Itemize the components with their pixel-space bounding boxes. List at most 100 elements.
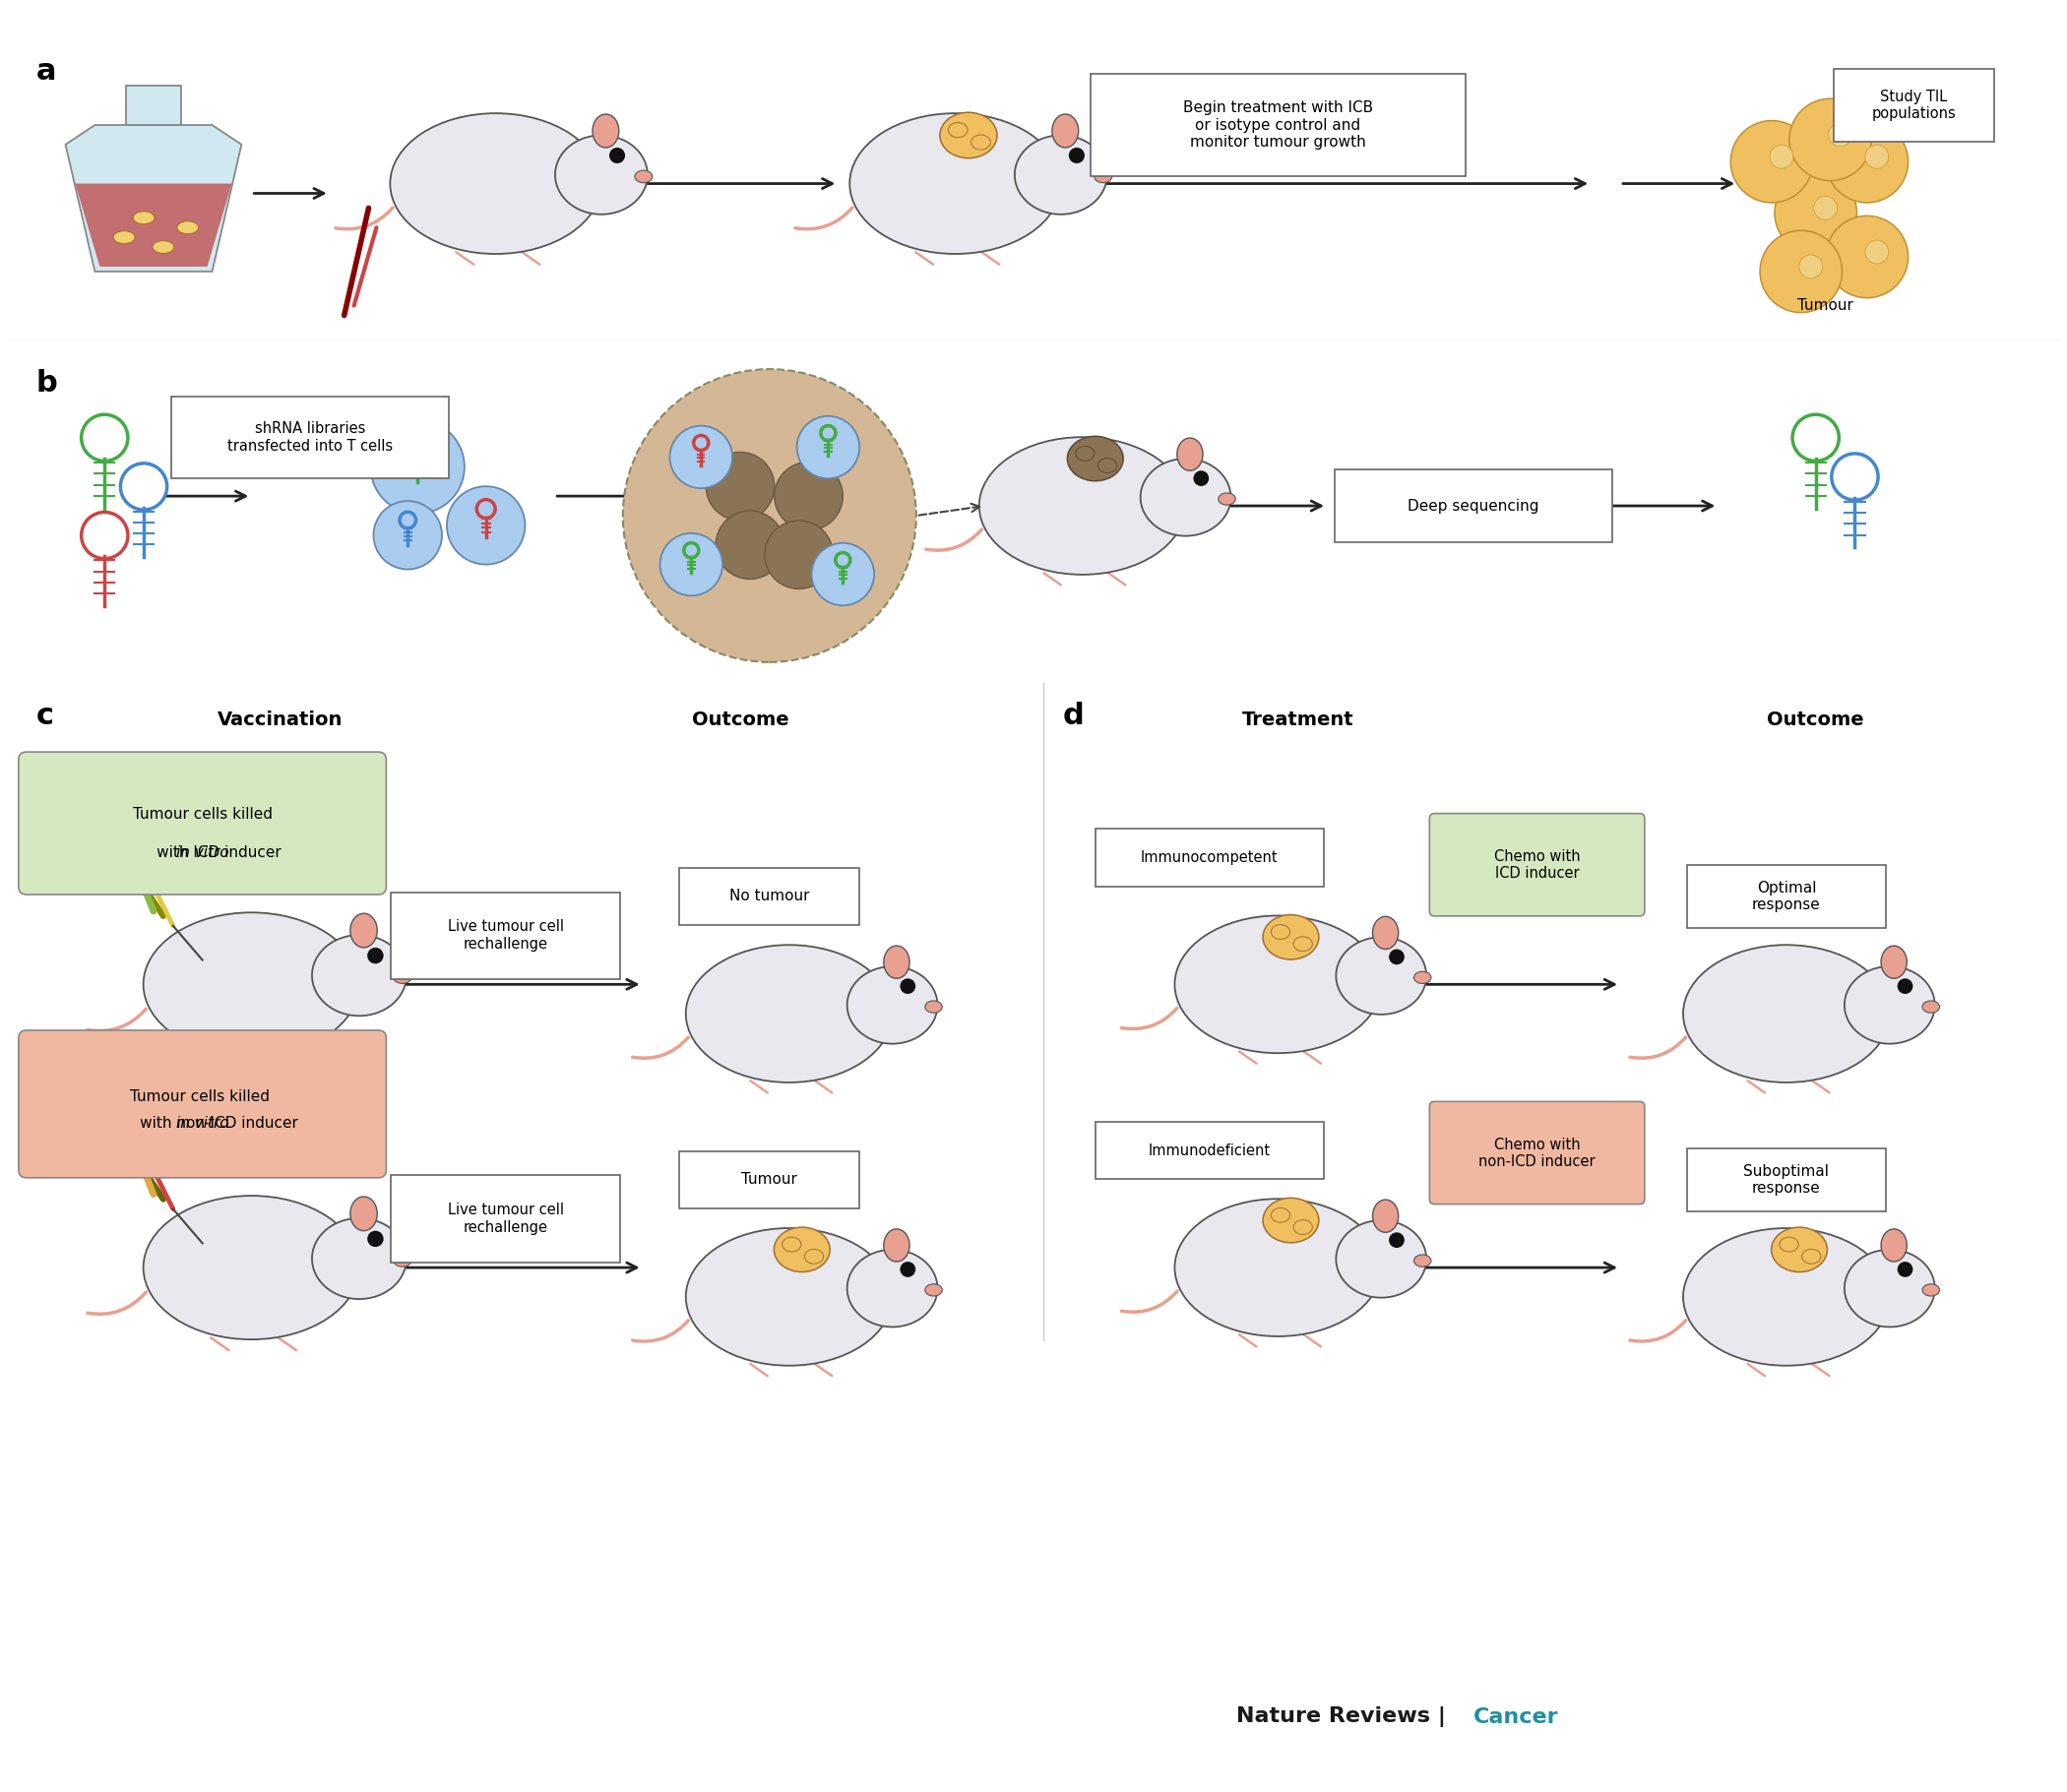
Ellipse shape: [885, 1229, 909, 1262]
Text: Tumour: Tumour: [742, 1172, 798, 1186]
Polygon shape: [66, 125, 242, 271]
Text: Optimal
response: Optimal response: [1753, 880, 1821, 912]
Ellipse shape: [1015, 134, 1108, 215]
FancyBboxPatch shape: [1687, 1149, 1885, 1211]
Circle shape: [1898, 1262, 1912, 1278]
Text: Outcome: Outcome: [1767, 711, 1864, 729]
Ellipse shape: [850, 113, 1060, 254]
Circle shape: [368, 1231, 384, 1247]
Ellipse shape: [971, 134, 990, 151]
FancyBboxPatch shape: [1430, 1102, 1645, 1204]
Circle shape: [1898, 978, 1912, 995]
Ellipse shape: [1294, 1220, 1313, 1235]
Ellipse shape: [1176, 437, 1203, 471]
Circle shape: [1813, 197, 1838, 220]
Circle shape: [899, 978, 916, 995]
Text: in vitro: in vitro: [176, 1116, 229, 1131]
Circle shape: [1769, 145, 1794, 168]
Ellipse shape: [1271, 1208, 1290, 1222]
Circle shape: [368, 948, 384, 964]
Ellipse shape: [143, 912, 360, 1055]
Ellipse shape: [312, 1219, 407, 1299]
Ellipse shape: [1217, 493, 1236, 505]
Ellipse shape: [556, 134, 647, 215]
Ellipse shape: [885, 946, 909, 978]
FancyBboxPatch shape: [1089, 73, 1466, 176]
Ellipse shape: [1174, 1199, 1381, 1337]
Ellipse shape: [1335, 1220, 1426, 1297]
Text: Vaccination: Vaccination: [217, 711, 343, 729]
Ellipse shape: [847, 1249, 938, 1326]
Circle shape: [446, 486, 525, 564]
Circle shape: [1825, 215, 1908, 297]
FancyBboxPatch shape: [1430, 814, 1645, 916]
Ellipse shape: [1844, 1249, 1935, 1326]
Ellipse shape: [393, 971, 411, 984]
Text: Suboptimal
response: Suboptimal response: [1745, 1163, 1829, 1195]
Text: Live tumour cell
rechallenge: Live tumour cell rechallenge: [446, 919, 564, 952]
Text: Outcome: Outcome: [692, 711, 790, 729]
Ellipse shape: [804, 1249, 823, 1263]
Circle shape: [1798, 254, 1823, 278]
FancyBboxPatch shape: [391, 892, 620, 978]
Ellipse shape: [635, 170, 653, 183]
Ellipse shape: [1802, 1249, 1821, 1263]
Circle shape: [370, 419, 465, 514]
Text: Cancer: Cancer: [1474, 1708, 1559, 1727]
Ellipse shape: [1294, 937, 1313, 952]
Ellipse shape: [1372, 916, 1399, 950]
Ellipse shape: [686, 1228, 893, 1366]
Ellipse shape: [1174, 916, 1381, 1054]
Circle shape: [899, 1262, 916, 1278]
Ellipse shape: [153, 240, 174, 253]
Text: in vitro: in vitro: [176, 846, 229, 860]
Text: d: d: [1062, 701, 1085, 729]
Ellipse shape: [178, 220, 198, 235]
Ellipse shape: [114, 231, 134, 244]
FancyBboxPatch shape: [1096, 828, 1323, 887]
Circle shape: [775, 462, 843, 530]
Ellipse shape: [1683, 944, 1889, 1082]
FancyBboxPatch shape: [1335, 470, 1612, 541]
Text: Tumour cells killed: Tumour cells killed: [130, 1090, 275, 1104]
FancyBboxPatch shape: [1833, 70, 1995, 142]
Text: Begin treatment with ICB
or isotype control and
monitor tumour growth: Begin treatment with ICB or isotype cont…: [1182, 100, 1372, 149]
FancyBboxPatch shape: [19, 1030, 387, 1177]
FancyBboxPatch shape: [1687, 866, 1885, 928]
Circle shape: [622, 369, 916, 661]
Text: Deep sequencing: Deep sequencing: [1408, 498, 1540, 513]
Circle shape: [707, 452, 775, 520]
Circle shape: [1825, 120, 1908, 202]
Circle shape: [1069, 147, 1085, 163]
Text: c: c: [35, 701, 54, 729]
Ellipse shape: [593, 115, 618, 147]
Ellipse shape: [132, 211, 155, 224]
FancyBboxPatch shape: [19, 753, 387, 894]
Ellipse shape: [1922, 1000, 1939, 1012]
Text: a: a: [35, 57, 56, 86]
FancyBboxPatch shape: [172, 396, 449, 478]
FancyBboxPatch shape: [391, 1176, 620, 1262]
Circle shape: [1389, 950, 1403, 964]
Text: Immunocompetent: Immunocompetent: [1141, 849, 1277, 866]
Ellipse shape: [1067, 435, 1122, 480]
Ellipse shape: [1141, 459, 1230, 536]
Text: Chemo with
ICD inducer: Chemo with ICD inducer: [1494, 849, 1579, 882]
Ellipse shape: [926, 1000, 943, 1012]
Ellipse shape: [143, 1195, 360, 1339]
Ellipse shape: [1271, 925, 1290, 939]
Circle shape: [1730, 120, 1813, 202]
Ellipse shape: [1844, 966, 1935, 1043]
Ellipse shape: [1075, 446, 1093, 461]
Text: No tumour: No tumour: [730, 889, 810, 903]
Text: Chemo with
non-ICD inducer: Chemo with non-ICD inducer: [1478, 1138, 1596, 1168]
Ellipse shape: [1263, 914, 1319, 959]
Text: Live tumour cell
rechallenge: Live tumour cell rechallenge: [446, 1202, 564, 1235]
Circle shape: [1776, 172, 1856, 254]
Text: Nature Reviews |: Nature Reviews |: [1236, 1706, 1453, 1727]
Circle shape: [1790, 99, 1871, 181]
Ellipse shape: [686, 944, 893, 1082]
Ellipse shape: [1683, 1228, 1889, 1366]
Ellipse shape: [1093, 170, 1112, 183]
Ellipse shape: [940, 113, 996, 158]
